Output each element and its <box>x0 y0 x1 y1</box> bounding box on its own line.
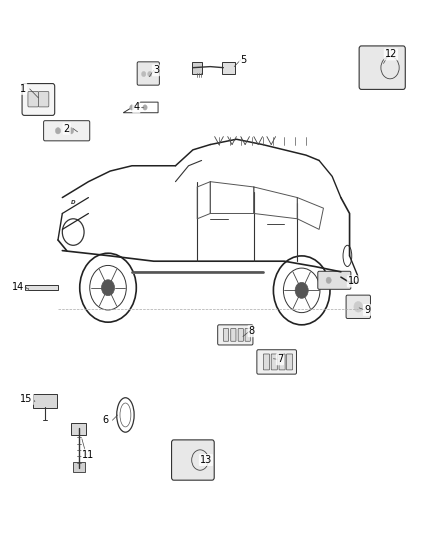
FancyBboxPatch shape <box>318 271 351 289</box>
Text: 9: 9 <box>364 305 370 315</box>
Circle shape <box>148 71 152 77</box>
Text: 11: 11 <box>82 450 95 460</box>
FancyBboxPatch shape <box>257 350 297 374</box>
Text: D: D <box>71 200 75 205</box>
FancyBboxPatch shape <box>137 62 159 85</box>
Circle shape <box>68 127 74 134</box>
FancyBboxPatch shape <box>263 354 269 370</box>
FancyBboxPatch shape <box>71 423 86 434</box>
FancyBboxPatch shape <box>279 354 285 370</box>
Text: 3: 3 <box>153 66 159 75</box>
Circle shape <box>130 105 134 110</box>
Text: 2: 2 <box>64 124 70 134</box>
FancyBboxPatch shape <box>223 62 235 74</box>
Text: 1: 1 <box>20 84 26 94</box>
FancyBboxPatch shape <box>286 354 293 370</box>
FancyBboxPatch shape <box>223 328 229 341</box>
FancyBboxPatch shape <box>238 328 244 341</box>
Circle shape <box>326 277 331 284</box>
Text: 7: 7 <box>277 354 283 364</box>
Text: 15: 15 <box>21 394 33 404</box>
Text: 13: 13 <box>200 455 212 465</box>
Circle shape <box>143 105 147 110</box>
Text: 12: 12 <box>385 50 397 59</box>
FancyBboxPatch shape <box>33 394 57 408</box>
Text: 14: 14 <box>12 281 24 292</box>
Circle shape <box>354 302 363 312</box>
FancyBboxPatch shape <box>218 325 253 345</box>
FancyBboxPatch shape <box>192 62 202 74</box>
FancyBboxPatch shape <box>359 46 405 90</box>
FancyBboxPatch shape <box>271 354 277 370</box>
FancyBboxPatch shape <box>44 120 90 141</box>
Polygon shape <box>25 285 58 290</box>
FancyBboxPatch shape <box>28 92 39 107</box>
FancyBboxPatch shape <box>231 328 236 341</box>
FancyBboxPatch shape <box>346 295 371 318</box>
Circle shape <box>55 127 60 134</box>
Circle shape <box>141 71 146 77</box>
Text: 10: 10 <box>348 276 360 286</box>
Text: 8: 8 <box>249 326 255 336</box>
Circle shape <box>102 280 115 296</box>
FancyBboxPatch shape <box>172 440 214 480</box>
FancyBboxPatch shape <box>22 84 55 115</box>
Text: 5: 5 <box>240 55 246 64</box>
Text: 6: 6 <box>103 415 109 425</box>
FancyBboxPatch shape <box>245 328 251 341</box>
Text: 4: 4 <box>133 102 139 112</box>
FancyBboxPatch shape <box>39 92 49 107</box>
Circle shape <box>295 282 308 298</box>
FancyBboxPatch shape <box>73 462 85 472</box>
